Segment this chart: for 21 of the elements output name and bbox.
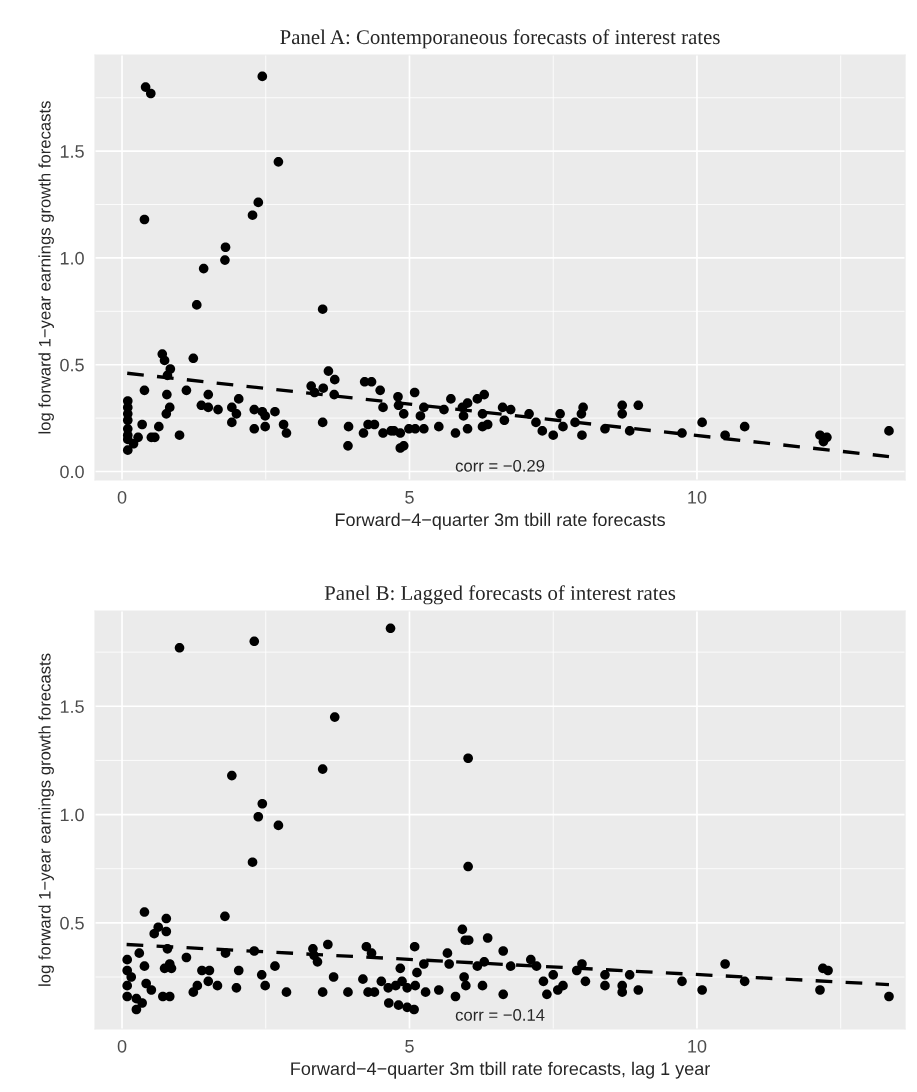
x-axis-title: Forward−4−quarter 3m tbill rate forecasts, lag 1 year <box>291 1061 710 1079</box>
y-tick-label: 0.0 <box>60 465 84 479</box>
y-axis-title: log forward 1−year earnings growth forecasts <box>38 101 54 434</box>
annotation: corr = −0.14 <box>455 1008 545 1021</box>
annotation: corr = −0.29 <box>455 459 545 472</box>
x-tick-label: 5 <box>405 491 414 504</box>
y-tick-label: 1.5 <box>60 700 84 713</box>
x-axis-title: Forward−4−quarter 3m tbill rate forecasts <box>335 512 665 530</box>
y-axis-title: log forward 1−year earnings growth forecasts <box>38 653 54 986</box>
y-tick-label: 0.5 <box>60 916 84 930</box>
chart-title: Panel A: Contemporaneous forecasts of interest rates <box>280 29 720 49</box>
x-tick-label: 0 <box>117 1039 127 1053</box>
x-tick-label: 10 <box>688 490 707 504</box>
x-tick-label: 5 <box>405 1040 414 1053</box>
x-tick-label: 10 <box>688 1039 707 1053</box>
x-tick-label: 0 <box>117 490 127 504</box>
y-tick-label: 0.5 <box>60 358 84 372</box>
y-tick-label: 1.5 <box>60 145 84 158</box>
y-tick-label: 1.0 <box>60 808 84 822</box>
chart-title: Panel B: Lagged forecasts of interest rates <box>324 585 676 605</box>
y-tick-label: 1.0 <box>60 251 84 265</box>
